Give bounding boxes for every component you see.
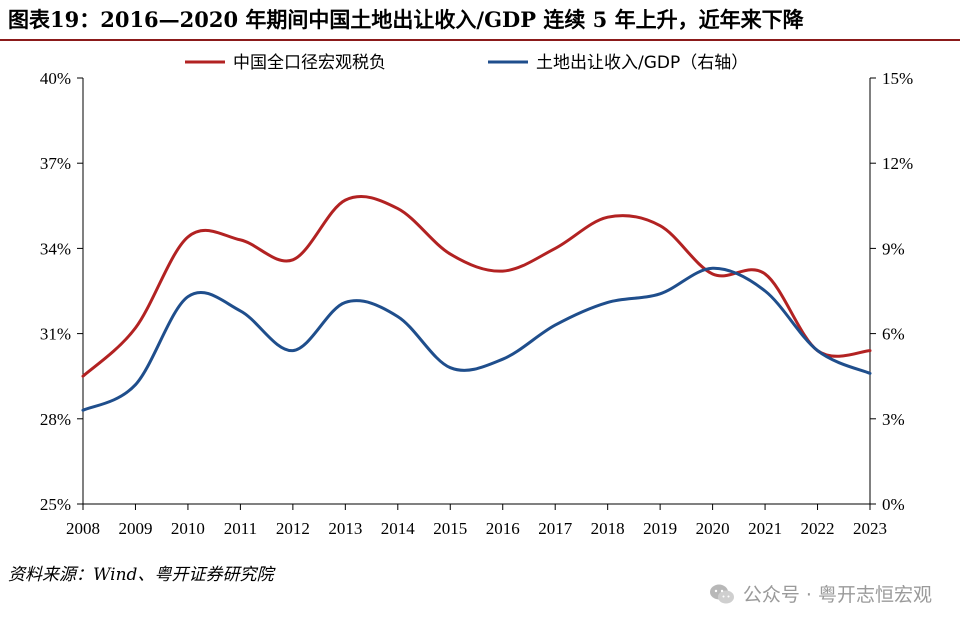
x-tick-label: 2020 xyxy=(696,519,730,538)
y-left-tick-label: 40% xyxy=(40,69,71,88)
x-tick-label: 2022 xyxy=(801,519,835,538)
series-lines xyxy=(81,195,872,412)
legend-label-2: 土地出让收入/GDP（右轴） xyxy=(536,53,748,73)
watermark: 公众号 · 粤开志恒宏观 xyxy=(709,580,932,607)
title-divider xyxy=(0,39,960,41)
watermark-text: 公众号 · 粤开志恒宏观 xyxy=(742,584,932,606)
y-right-tick-label: 15% xyxy=(882,69,913,88)
x-tick-label: 2021 xyxy=(748,519,782,538)
chart: 中国全口径宏观税负 土地出让收入/GDP（右轴） 25% 28% 31% 34% 37% 4… xyxy=(40,53,913,538)
legend-label-1: 中国全口径宏观税负 xyxy=(233,53,386,73)
y-right-tick-label: 0% xyxy=(882,495,905,514)
x-tick-label: 2010 xyxy=(171,519,205,538)
y-left-tick-label: 25% xyxy=(40,495,71,514)
legend: 中国全口径宏观税负 土地出让收入/GDP（右轴） xyxy=(185,53,748,73)
x-tick-label: 2019 xyxy=(643,519,677,538)
x-tick-label: 2008 xyxy=(66,519,100,538)
x-tick-label: 2017 xyxy=(538,519,573,538)
x-tick-label: 2018 xyxy=(591,519,625,538)
x-tick-label: 2013 xyxy=(328,519,362,538)
x-tick-label: 2015 xyxy=(433,519,467,538)
x-tick-label: 2023 xyxy=(853,519,887,538)
wechat-icon xyxy=(709,584,734,603)
source-note: 资料来源：Wind、粤开证券研究院 xyxy=(8,565,274,585)
x-tick-label: 2016 xyxy=(486,519,520,538)
x-tick-label: 2014 xyxy=(381,519,416,538)
y-right-tick-label: 6% xyxy=(882,325,905,344)
x-tick-label: 2011 xyxy=(224,519,257,538)
series-line-2 xyxy=(81,266,872,412)
chart-title: 图表19：2016—2020 年期间中国土地出让收入/GDP 连续 5 年上升，… xyxy=(8,7,804,32)
y-left-tick-label: 37% xyxy=(40,154,71,173)
x-tick-label: 2009 xyxy=(118,519,152,538)
y-left-tick-label: 34% xyxy=(40,239,71,258)
y-right-tick-label: 3% xyxy=(882,410,905,429)
x-tick-label: 2012 xyxy=(276,519,310,538)
series-line-1 xyxy=(81,195,872,378)
axes: 25% 28% 31% 34% 37% 40% 0% 3% 6% 9% 12% 15% 2008 2009… xyxy=(40,69,913,538)
y-right-tick-label: 12% xyxy=(882,154,913,173)
y-right-tick-label: 9% xyxy=(882,239,905,258)
y-left-tick-label: 31% xyxy=(40,325,71,344)
y-left-tick-label: 28% xyxy=(40,410,71,429)
